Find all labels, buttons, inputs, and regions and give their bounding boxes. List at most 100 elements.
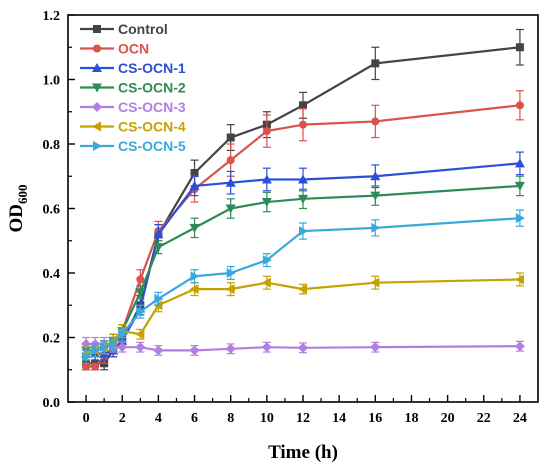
ticks-layer: 0 2 4 6 8 10 12 14 16 18 20 22 240.00.20.40.60.81.01… [43,9,527,426]
legend-swatch-marker [93,25,101,33]
legend-item-cs-ocn-2: CS-OCN-2 [80,80,186,96]
data-point [226,268,236,278]
legend-item-control: Control [80,21,168,37]
x-tick-label: 12 [296,411,310,426]
data-point [298,194,308,204]
data-point [82,362,91,371]
data-point [370,171,381,181]
data-point [514,158,525,168]
legend-swatch-marker [92,121,101,132]
data-point [298,284,307,295]
legend-label: CS-OCN-2 [118,80,186,96]
legend-label: OCN [118,41,149,57]
data-point [261,342,272,353]
y-tick-label: 0.4 [43,267,61,282]
data-point [515,213,525,224]
data-point [515,43,524,52]
data-point [136,275,145,284]
x-tick-label: 8 [227,411,234,426]
data-point [371,117,380,126]
y-tick-label: 0.6 [43,203,61,218]
data-point [153,243,164,253]
y-axis-title: OD600 [6,185,30,233]
data-point [262,255,272,266]
y-tick-label: 0.8 [43,138,61,153]
y-axis-title-main: OD [6,204,27,233]
data-point [153,229,164,239]
data-point [225,204,236,214]
data-point [189,284,199,295]
data-point [100,342,110,353]
legend-item-cs-ocn-1: CS-OCN-1 [80,60,186,76]
legend-item-cs-ocn-4: CS-OCN-4 [80,119,186,135]
data-point [190,169,199,178]
data-point [225,177,236,187]
legend: Control OCN CS-OCN-1 CS-OCN-2 CS-OCN-3 CS-OCN… [80,21,186,154]
data-point [189,345,200,356]
x-tick-label: 24 [513,411,527,426]
legend-label: CS-OCN-4 [118,119,186,135]
data-point [371,59,380,68]
data-point [153,345,164,356]
data-point [135,342,146,353]
legend-swatch-marker [92,102,102,112]
x-tick-label: 10 [260,411,274,426]
data-point [225,284,235,295]
legend-label: Control [118,21,168,37]
x-tick-label: 14 [332,411,346,426]
x-tick-label: 0 [83,411,90,426]
data-point [514,341,525,352]
data-point [370,342,381,353]
data-point [371,222,381,233]
data-point [515,101,524,110]
data-point [299,120,307,129]
data-point [82,351,92,362]
data-point [81,338,92,349]
legend-swatch-marker [92,83,102,93]
data-point [261,277,271,288]
data-point [154,293,164,304]
data-point [189,180,200,190]
data-point [261,198,272,208]
legend-label: CS-OCN-3 [118,99,186,115]
data-point [190,271,200,282]
y-tick-label: 0.0 [43,396,61,411]
x-tick-label: 16 [368,411,382,426]
data-point [370,191,381,201]
data-point [117,342,128,353]
data-point [225,343,236,354]
legend-swatch-marker [93,141,102,151]
data-point [261,174,272,184]
data-point [136,306,146,317]
x-tick-label: 20 [441,411,455,426]
x-tick-label: 2 [119,411,126,426]
series-layer [81,28,525,371]
y-tick-label: 0.2 [43,332,61,347]
legend-label: CS-OCN-1 [118,60,186,76]
data-point [514,274,524,285]
legend-swatch-marker [93,44,101,53]
data-point [118,329,128,340]
data-point [135,288,146,298]
legend-label: CS-OCN-5 [118,138,186,154]
x-tick-label: 6 [191,411,198,426]
y-tick-label: 1.0 [43,74,61,89]
legend-item-cs-ocn-3: CS-OCN-3 [80,99,186,115]
data-point [370,277,380,288]
x-axis-title: Time (h) [268,442,338,463]
data-point [298,342,308,353]
data-point [514,181,525,191]
data-point [91,362,100,371]
legend-item-ocn: OCN [80,41,149,57]
y-tick-label: 1.2 [43,9,61,24]
data-point [262,127,271,136]
x-tick-label: 18 [404,411,418,426]
data-point [135,329,145,340]
data-point [109,338,119,349]
legend-item-cs-ocn-5: CS-OCN-5 [80,138,186,154]
legend-swatch-marker [92,63,102,72]
data-point [299,101,307,110]
data-point [226,156,235,165]
